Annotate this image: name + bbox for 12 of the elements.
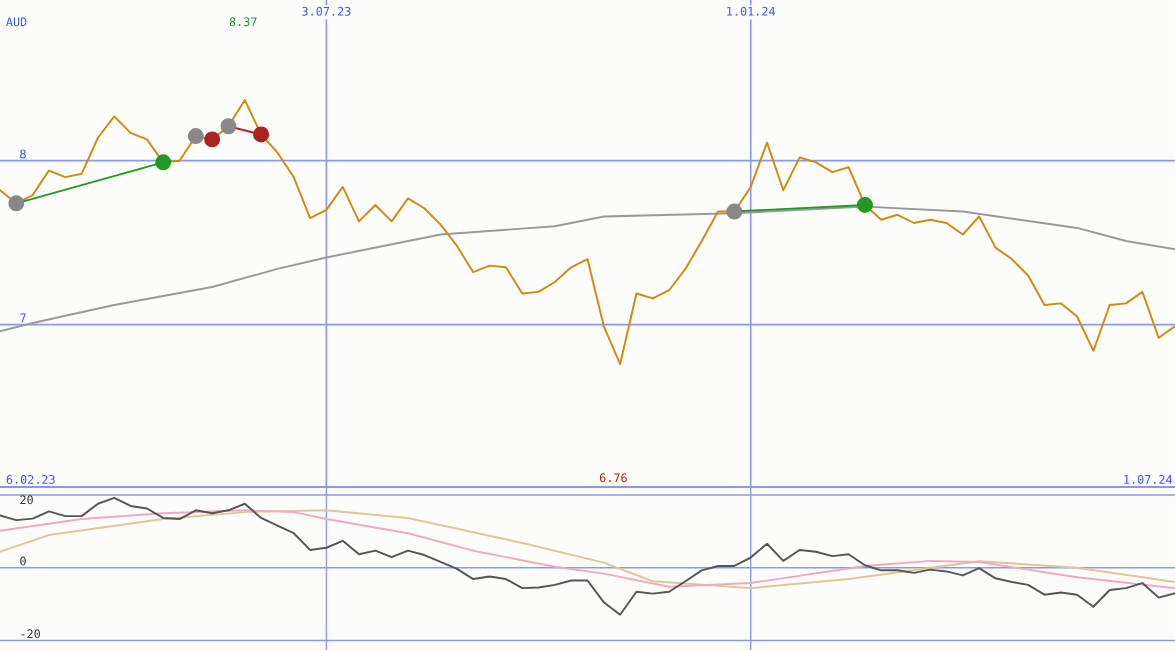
annotation: AUD — [6, 17, 27, 27]
y-tick-label: -20 — [21, 629, 40, 639]
y-tick-label: 0 — [20, 556, 26, 566]
annotation: 1.07.24 — [1124, 474, 1173, 484]
y-tick-label: 8 — [20, 149, 26, 159]
y-tick-label: 7 — [20, 313, 26, 323]
annotation: 8.37 — [229, 17, 257, 27]
annotation: 6.02.23 — [6, 474, 55, 484]
y-tick-label: 20 — [20, 495, 33, 505]
x-tick-label: 3.07.23 — [302, 6, 351, 16]
annotation: 6.76 — [599, 473, 627, 483]
x-tick-label: 1.01.24 — [727, 6, 776, 16]
